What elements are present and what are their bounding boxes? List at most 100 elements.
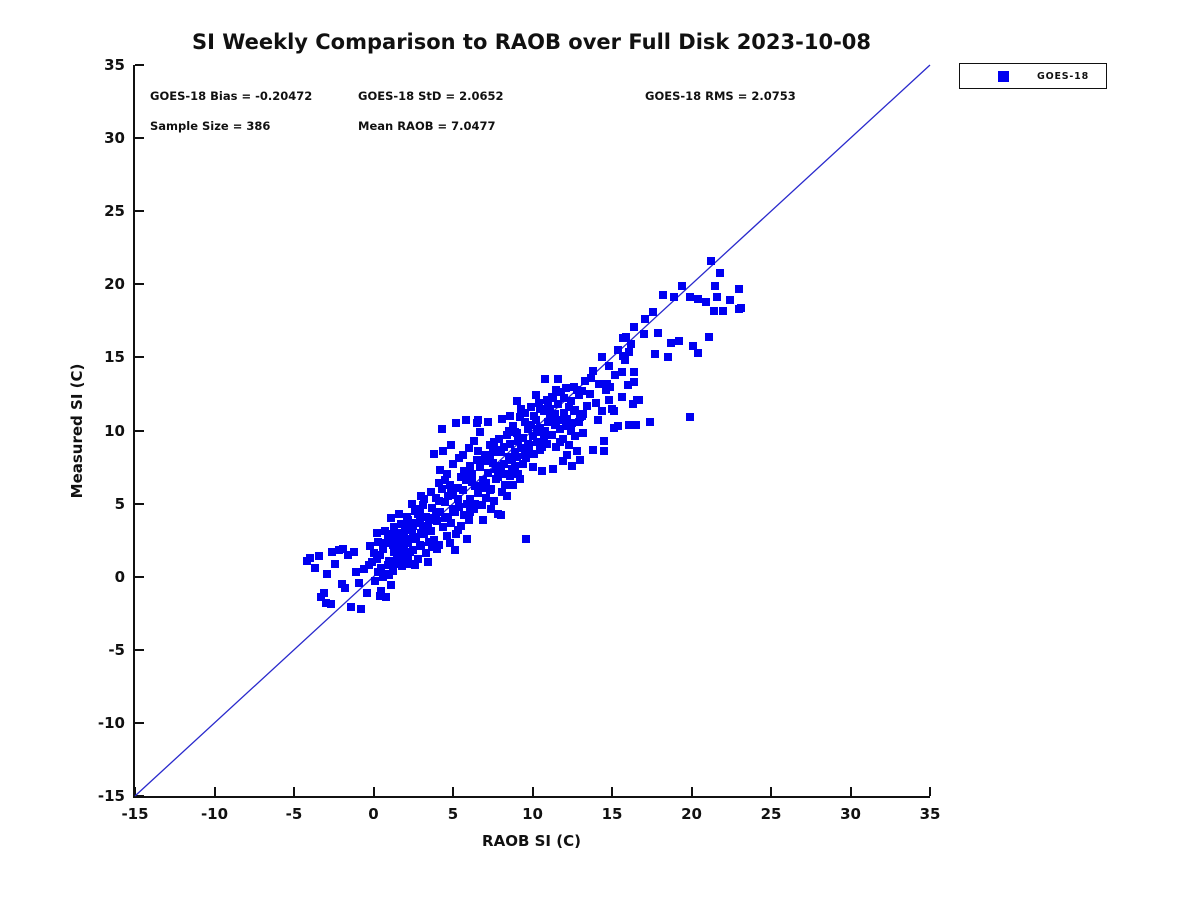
data-point <box>466 508 475 517</box>
data-point <box>340 584 349 593</box>
data-point <box>630 378 639 387</box>
data-point <box>393 528 402 537</box>
data-point <box>566 397 575 406</box>
data-point <box>716 268 725 277</box>
data-point <box>328 547 337 556</box>
data-point <box>517 444 526 453</box>
data-point <box>390 522 399 531</box>
data-point <box>374 568 383 577</box>
data-point <box>654 328 663 337</box>
data-point <box>463 499 472 508</box>
data-point <box>598 353 607 362</box>
data-point <box>571 406 580 415</box>
data-point <box>383 561 392 569</box>
data-point <box>536 404 545 413</box>
data-point <box>460 511 469 520</box>
data-point <box>538 442 547 451</box>
data-point <box>323 569 332 578</box>
data-point <box>449 490 457 499</box>
data-point <box>441 476 450 485</box>
data-point <box>514 470 523 479</box>
data-point <box>386 581 395 590</box>
data-point <box>534 398 543 407</box>
data-point <box>595 379 604 388</box>
data-point <box>552 417 561 426</box>
data-point <box>417 528 426 537</box>
y-tick <box>135 648 144 651</box>
data-point <box>512 429 521 438</box>
data-point <box>666 338 675 347</box>
data-point <box>557 388 566 397</box>
data-point <box>545 404 554 413</box>
data-point <box>398 537 407 546</box>
data-point <box>533 438 542 447</box>
data-point <box>534 427 543 436</box>
data-point <box>493 473 502 482</box>
data-point <box>601 385 610 394</box>
data-point <box>407 525 416 534</box>
stat-bias: GOES-18 Bias = -0.20472 <box>150 89 313 103</box>
data-point <box>366 541 375 550</box>
data-point <box>464 515 473 524</box>
data-point <box>630 368 639 377</box>
data-point <box>649 308 658 317</box>
data-point <box>625 420 634 429</box>
data-point <box>434 496 443 505</box>
data-point <box>663 353 672 362</box>
data-point <box>483 417 492 426</box>
data-point <box>531 391 540 400</box>
data-point <box>580 376 589 385</box>
data-point <box>503 430 512 439</box>
data-point <box>339 544 348 553</box>
data-point <box>414 509 423 518</box>
data-point <box>522 454 531 463</box>
data-point <box>429 536 438 545</box>
data-point <box>452 419 461 428</box>
data-point <box>670 293 678 302</box>
data-point <box>453 525 462 534</box>
data-point <box>456 521 465 530</box>
data-point <box>394 549 403 558</box>
data-point <box>441 498 450 507</box>
data-point <box>509 480 518 489</box>
data-point <box>604 362 613 371</box>
y-tick <box>135 429 144 432</box>
data-point <box>495 435 504 444</box>
data-point <box>418 524 427 533</box>
y-tick <box>135 356 144 359</box>
data-point <box>447 518 456 527</box>
y-tick <box>135 721 144 724</box>
x-tick-label: 20 <box>681 805 702 823</box>
x-tick <box>134 787 136 796</box>
data-point <box>511 461 519 470</box>
x-tick <box>690 787 693 796</box>
data-point <box>560 408 569 417</box>
x-tick <box>611 787 613 796</box>
data-point <box>496 511 505 520</box>
data-point <box>526 420 535 429</box>
data-point <box>587 373 596 382</box>
data-point <box>496 448 505 457</box>
data-point <box>574 391 583 400</box>
data-point <box>512 397 521 406</box>
data-point <box>480 451 489 460</box>
data-point <box>453 495 462 504</box>
data-point <box>420 495 429 504</box>
data-point <box>557 416 566 425</box>
data-point <box>506 411 515 420</box>
y-tick <box>135 64 144 66</box>
data-point <box>377 587 386 596</box>
x-tick <box>770 787 772 796</box>
data-point <box>541 375 550 384</box>
data-point <box>401 524 410 533</box>
data-point <box>506 439 515 448</box>
data-point <box>456 473 465 482</box>
data-point <box>630 322 639 331</box>
data-point <box>706 256 715 265</box>
data-point <box>382 593 391 602</box>
data-point <box>674 337 683 346</box>
data-point <box>501 470 510 479</box>
data-point <box>689 341 698 350</box>
identity-line <box>134 64 931 797</box>
data-point <box>423 558 432 567</box>
